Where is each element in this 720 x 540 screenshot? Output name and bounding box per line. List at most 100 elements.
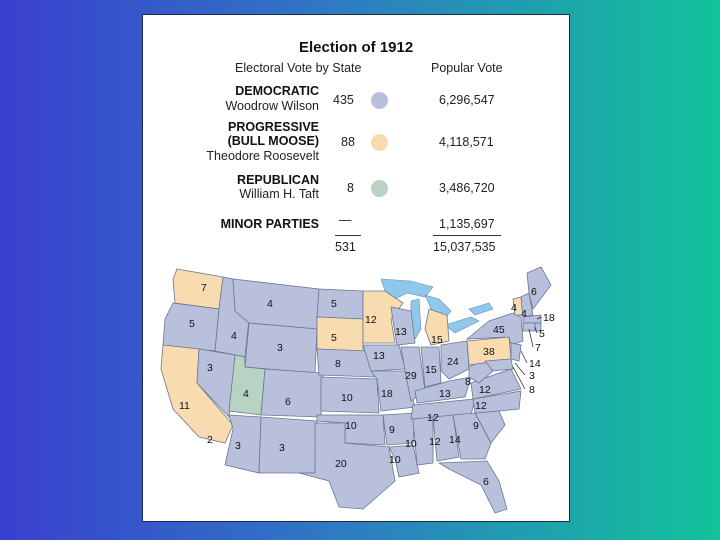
popular-republican: 3,486,720 xyxy=(439,181,495,195)
state-vote-label: 6 xyxy=(483,476,489,488)
electoral-progressive: 88 xyxy=(341,135,355,149)
popular-total-rule xyxy=(433,235,501,236)
state-vote-label: 10 xyxy=(345,420,357,432)
state-georgia xyxy=(452,412,492,460)
state-colorado xyxy=(260,368,324,418)
state-kansas xyxy=(320,376,380,414)
state-vote-label: 29 xyxy=(405,370,417,382)
legend-swatch-democratic xyxy=(371,92,388,109)
state-vote-label: 12 xyxy=(479,384,491,396)
state-vote-label: 12 xyxy=(365,314,377,326)
state-vote-label: 45 xyxy=(493,324,505,336)
state-minnesota xyxy=(362,290,404,344)
popular-progressive: 4,118,571 xyxy=(439,135,494,149)
state-vote-label: 8 xyxy=(335,358,341,370)
state-vote-label: 4 xyxy=(511,302,517,314)
us-electoral-map: 7 5 4 11 2 4 3 4 3 3 3 6 5 5 8 10 10 20 … xyxy=(160,266,555,514)
state-vote-label: 14 xyxy=(529,358,541,370)
electoral-total: 531 xyxy=(335,240,356,254)
popular-democratic: 6,296,547 xyxy=(439,93,495,107)
candidate-roosevelt: Theodore Roosevelt xyxy=(206,149,319,163)
electoral-republican: 8 xyxy=(347,181,354,195)
state-new-york xyxy=(465,312,524,346)
state-vote-label: 5 xyxy=(331,298,337,310)
state-louisiana xyxy=(388,444,420,478)
state-vote-label: 3 xyxy=(279,442,285,454)
state-washington xyxy=(172,268,224,310)
map-panel: Election of 1912 Electoral Vote by State… xyxy=(149,21,563,515)
state-north-dakota xyxy=(316,288,364,320)
state-vote-label: 8 xyxy=(529,384,535,396)
state-vote-label: 3 xyxy=(235,440,241,452)
state-south-dakota xyxy=(316,316,364,352)
state-vote-label: 11 xyxy=(179,400,190,412)
state-vote-labels: 7 5 4 11 2 4 3 4 3 3 3 6 5 5 8 10 10 20 … xyxy=(179,282,555,488)
state-vote-label: 13 xyxy=(373,350,385,362)
state-vote-label: 12 xyxy=(429,436,441,448)
state-vote-label: 38 xyxy=(483,346,495,358)
state-vote-label: 9 xyxy=(389,424,395,436)
state-vote-label: 20 xyxy=(335,458,347,470)
state-vote-label: 15 xyxy=(431,334,443,346)
electoral-total-rule xyxy=(335,235,361,236)
state-maine xyxy=(526,266,552,310)
electoral-democratic: 435 xyxy=(333,93,354,107)
state-vote-label: 18 xyxy=(381,388,393,400)
state-vote-label: 13 xyxy=(439,388,451,400)
state-vote-label: 10 xyxy=(389,454,401,466)
popular-vote-header: Popular Vote xyxy=(431,61,503,75)
state-vote-label: 12 xyxy=(427,412,439,424)
state-north-carolina xyxy=(472,390,522,414)
party-democratic-name: DEMOCRATIC xyxy=(235,84,319,98)
state-vote-label: 4 xyxy=(267,298,273,310)
party-republican-name: REPUBLICAN xyxy=(237,173,319,187)
state-vote-label: 13 xyxy=(395,326,407,338)
state-new-hampshire xyxy=(520,292,534,318)
state-vote-label: 4 xyxy=(231,330,237,342)
state-vote-label: 5 xyxy=(331,332,337,344)
candidate-wilson: Woodrow Wilson xyxy=(225,99,319,113)
state-wisconsin xyxy=(390,306,416,346)
map-frame: Election of 1912 Electoral Vote by State… xyxy=(142,14,570,522)
state-vote-label: 8 xyxy=(465,376,471,388)
state-vote-label: 24 xyxy=(447,356,459,368)
state-vote-label: 3 xyxy=(277,342,283,354)
leader-lines xyxy=(512,316,542,390)
state-rhode-island xyxy=(534,322,542,332)
party-progressive-name: PROGRESSIVE xyxy=(228,120,319,134)
state-vote-label: 5 xyxy=(539,328,545,340)
state-ohio xyxy=(440,340,470,380)
state-arizona xyxy=(224,414,262,474)
state-vote-label: 7 xyxy=(535,342,541,354)
state-arkansas xyxy=(382,412,416,446)
state-new-jersey xyxy=(510,342,522,362)
legend-swatch-republican xyxy=(371,180,388,197)
party-minor-name: MINOR PARTIES xyxy=(220,217,319,231)
state-vote-label: 9 xyxy=(473,420,479,432)
state-maryland xyxy=(484,358,514,372)
state-vote-label: 15 xyxy=(425,364,437,376)
state-vote-label: 6 xyxy=(531,286,537,298)
popular-minor: 1,135,697 xyxy=(439,217,495,231)
state-vote-label: 3 xyxy=(207,362,213,374)
state-kentucky xyxy=(414,376,472,404)
state-vote-label: 4 xyxy=(521,308,527,320)
state-texas xyxy=(298,422,396,510)
state-vote-label: 7 xyxy=(201,282,207,294)
state-vote-label: 5 xyxy=(189,318,195,330)
electoral-vote-header: Electoral Vote by State xyxy=(235,61,362,75)
state-mississippi xyxy=(412,416,434,466)
state-nevada xyxy=(196,348,236,418)
state-vote-label: 14 xyxy=(449,434,461,446)
state-vote-label: 6 xyxy=(285,396,291,408)
state-vote-label: 4 xyxy=(243,388,249,400)
state-vote-label: 18 xyxy=(543,312,555,324)
state-vote-label: 10 xyxy=(405,438,417,450)
state-new-mexico xyxy=(258,416,318,474)
party-progressive-name-2: (BULL MOOSE) xyxy=(227,134,319,148)
state-alabama xyxy=(432,414,460,462)
electoral-minor: — xyxy=(339,213,352,227)
state-virginia xyxy=(470,368,522,400)
map-title: Election of 1912 xyxy=(299,39,414,56)
state-vote-label: 2 xyxy=(207,434,213,446)
